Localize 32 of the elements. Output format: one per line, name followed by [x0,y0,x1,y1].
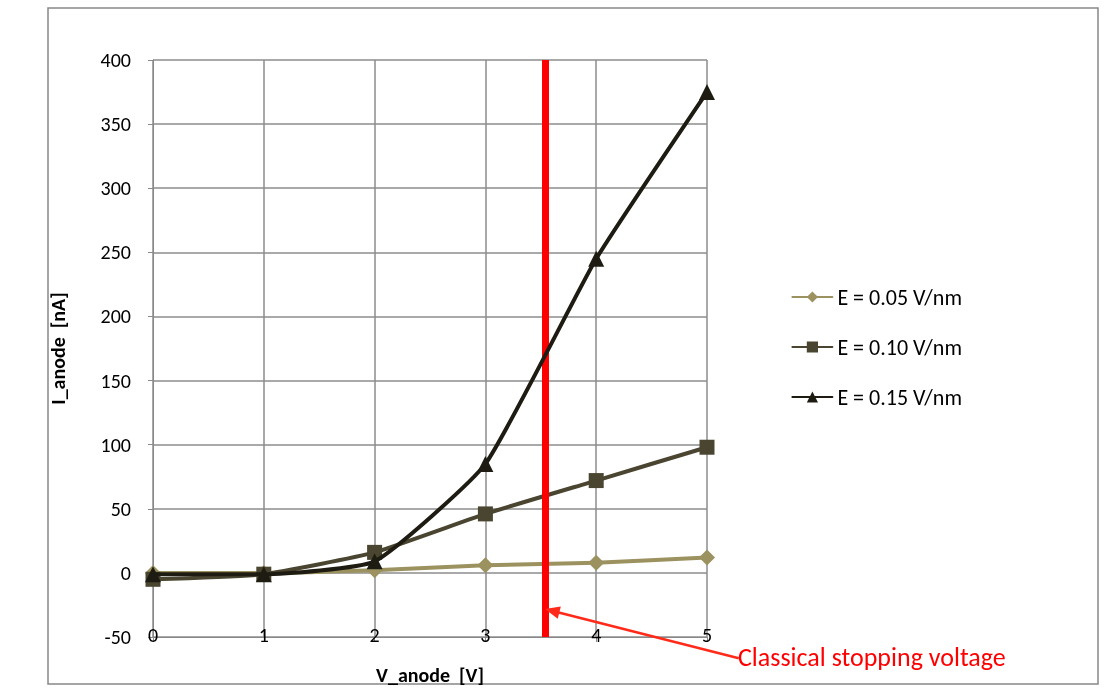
legend-label: E = 0.05 V/nm [837,283,963,311]
point [699,439,715,455]
y-tick-label: 150 [100,368,131,393]
annotation: Classical stopping voltage [738,641,1006,673]
x-tick-label: 3 [480,623,491,647]
y-tick-label: 100 [100,432,131,457]
point [588,554,605,571]
y-tick-label: 0 [120,560,131,585]
point [699,549,715,566]
y-axis-title: I_anode [nA] [46,292,70,405]
point [588,250,605,267]
x-tick-label: 1 [258,623,269,647]
point [588,473,604,489]
x-axis-title: V_anode [V] [376,663,484,687]
point [477,506,493,522]
y-tick-label: -50 [104,625,131,649]
y-tick-label: 200 [100,304,131,329]
point [699,84,715,101]
point [477,455,494,472]
legend-label: E = 0.10 V/nm [837,333,963,361]
y-tick-label: 350 [100,112,131,137]
y-tick-label: 300 [100,176,131,201]
x-tick-label: 4 [591,623,602,647]
y-tick-label: 50 [110,496,131,521]
x-tick-label: 2 [369,623,380,647]
point [477,557,494,574]
y-tick-label: 250 [100,240,131,265]
point [366,553,383,570]
x-tick-label: 5 [701,623,713,647]
x-tick-label: 0 [147,623,159,647]
legend-label: E = 0.15 V/nm [837,383,963,411]
y-tick-label: 400 [100,48,131,72]
